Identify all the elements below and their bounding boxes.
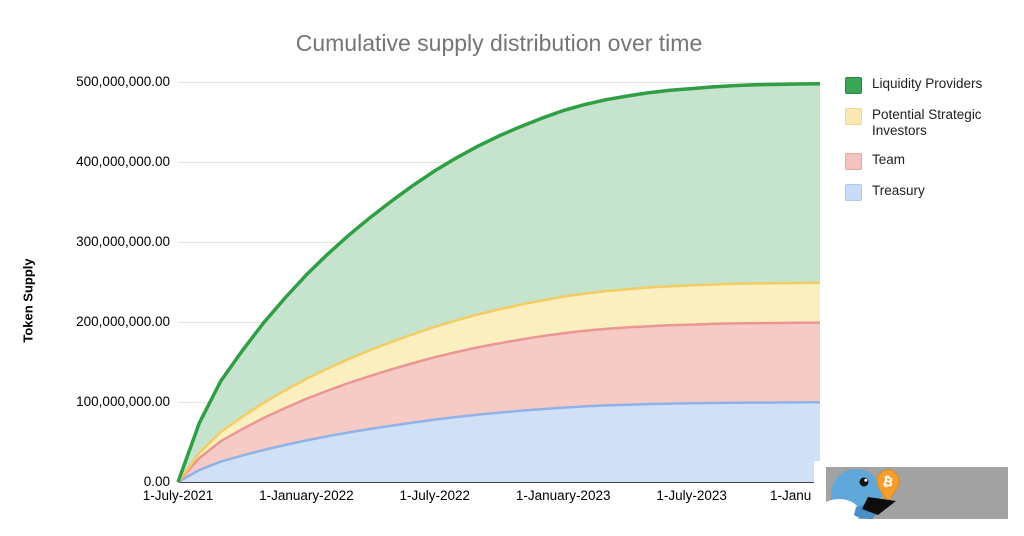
area-team[interactable]	[178, 322, 820, 482]
legend-item-potential-strategic-investors[interactable]: Potential Strategic Investors	[845, 107, 1013, 139]
legend-item-liquidity-providers[interactable]: Liquidity Providers	[845, 76, 1013, 94]
bird-beak	[862, 497, 896, 515]
line-treasury	[177, 401, 821, 484]
line-liquidity-providers	[176, 81, 821, 483]
x-tick-label: 1-July-2021	[142, 488, 214, 503]
area-liquidity-providers[interactable]	[178, 83, 820, 482]
watermark: ₿	[814, 461, 1014, 527]
x-tick-label: 1-Janu	[770, 488, 812, 503]
legend-label: Potential Strategic Investors	[872, 107, 982, 138]
bitcoin-symbol: ₿	[881, 474, 894, 491]
legend-label: Liquidity Providers	[872, 76, 983, 91]
y-tick-label: 100,000,000.00	[76, 394, 170, 409]
area-potential-strategic-investors[interactable]	[178, 282, 820, 482]
bird-belly	[826, 499, 860, 523]
line-team	[177, 321, 821, 483]
stacked-area-plot[interactable]	[176, 81, 822, 485]
y-tick-label: 0.00	[143, 474, 170, 489]
line-potential-strategic-investors	[176, 281, 821, 483]
legend-swatch	[845, 152, 862, 170]
legend-swatch	[845, 108, 862, 125]
x-tick-label: 1-July-2022	[399, 488, 471, 503]
legend-label: Treasury	[872, 182, 925, 198]
area-treasury[interactable]	[178, 402, 820, 482]
y-tick-label: 300,000,000.00	[76, 234, 170, 249]
chart-legend: Liquidity Providers Potential Strategic I…	[845, 76, 1013, 201]
gridline	[178, 82, 820, 83]
x-tick-label: 1-July-2023	[656, 488, 727, 503]
y-tick-label: 400,000,000.00	[76, 154, 170, 169]
legend-item-treasury[interactable]: Treasury	[845, 183, 1013, 201]
y-tick-label: 200,000,000.00	[76, 314, 170, 329]
legend-item-team[interactable]: Team	[845, 152, 1013, 170]
chart-title: Cumulative supply distribution over time	[295, 30, 703, 56]
y-tick-label: 500,000,000.00	[76, 74, 170, 89]
legend-label: Team	[872, 151, 906, 167]
legend-swatch	[845, 77, 862, 94]
bird-eye-icon	[859, 477, 869, 487]
bird-bitcoin-logo: ₿	[826, 467, 1008, 523]
x-tick-label: 1-January-2022	[259, 488, 354, 503]
x-tick-label: 1-January-2023	[515, 488, 611, 503]
legend-swatch	[845, 183, 862, 201]
